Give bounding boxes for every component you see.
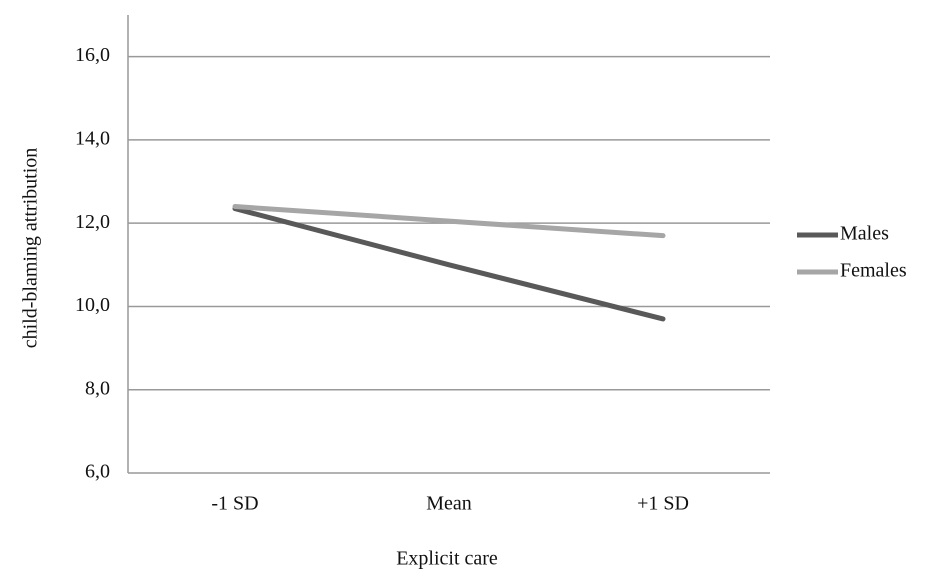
x-axis-title: Explicit care: [396, 548, 498, 570]
y-tick-label: 12,0: [75, 211, 110, 233]
y-tick-label: 8,0: [85, 377, 110, 399]
y-tick-label: 6,0: [85, 461, 110, 483]
legend-label: Males: [840, 223, 889, 245]
y-tick-label: 16,0: [75, 44, 110, 66]
x-tick-label: -1 SD: [211, 493, 258, 515]
series-line: [232, 204, 666, 239]
x-tick-label: Mean: [426, 493, 472, 515]
series-line: [232, 206, 666, 322]
x-tick-label: +1 SD: [637, 493, 689, 515]
y-tick-label: 10,0: [75, 294, 110, 316]
y-axis-title: child-blaming attribution: [20, 148, 42, 349]
y-tick-label: 14,0: [75, 128, 110, 150]
legend-label: Females: [840, 260, 907, 282]
